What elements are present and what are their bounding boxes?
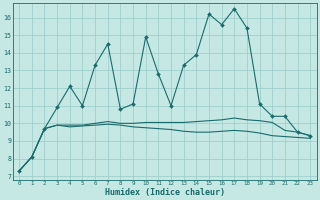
X-axis label: Humidex (Indice chaleur): Humidex (Indice chaleur) bbox=[105, 188, 225, 197]
